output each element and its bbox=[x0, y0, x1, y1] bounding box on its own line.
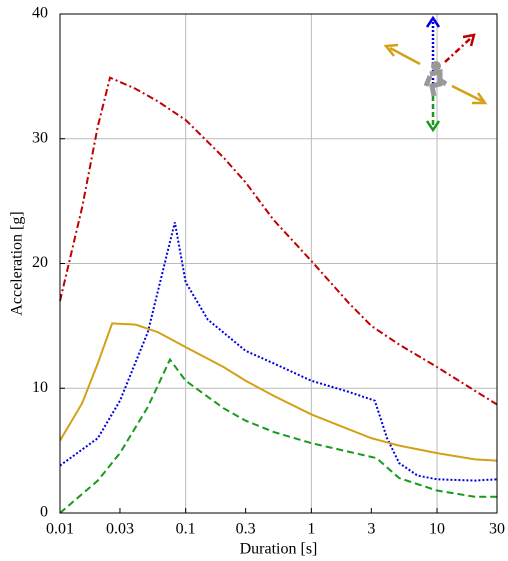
y-tick-label: 20 bbox=[32, 254, 48, 271]
y-tick-label: 0 bbox=[40, 504, 48, 521]
plot: 0.01 0.03 0.1 0.3 1 3 10 30 0 10 20 30 40 Duration [s… bbox=[9, 5, 505, 558]
direction-icon bbox=[383, 15, 488, 133]
x-tick-label: 0.1 bbox=[176, 521, 196, 538]
y-tick-label: 40 bbox=[32, 5, 48, 22]
data-line bbox=[59, 76, 498, 406]
data-line bbox=[59, 357, 497, 514]
x-tick-label: 0.3 bbox=[236, 521, 256, 538]
y-tick-label: 30 bbox=[32, 129, 48, 146]
data-line bbox=[59, 222, 498, 482]
x-tick-label: 1 bbox=[307, 521, 315, 538]
y-tick-label: 10 bbox=[32, 379, 48, 396]
y-axis-label: Acceleration [g] bbox=[9, 211, 26, 315]
x-tick-label: 0.03 bbox=[106, 521, 134, 538]
x-axis-label: Duration [s] bbox=[240, 541, 318, 558]
x-tick-label: 10 bbox=[429, 521, 445, 538]
x-tick-label: 3 bbox=[367, 521, 375, 538]
data-line bbox=[59, 322, 498, 462]
x-tick-label: 30 bbox=[489, 521, 505, 538]
x-tick-label: 0.01 bbox=[46, 521, 74, 538]
